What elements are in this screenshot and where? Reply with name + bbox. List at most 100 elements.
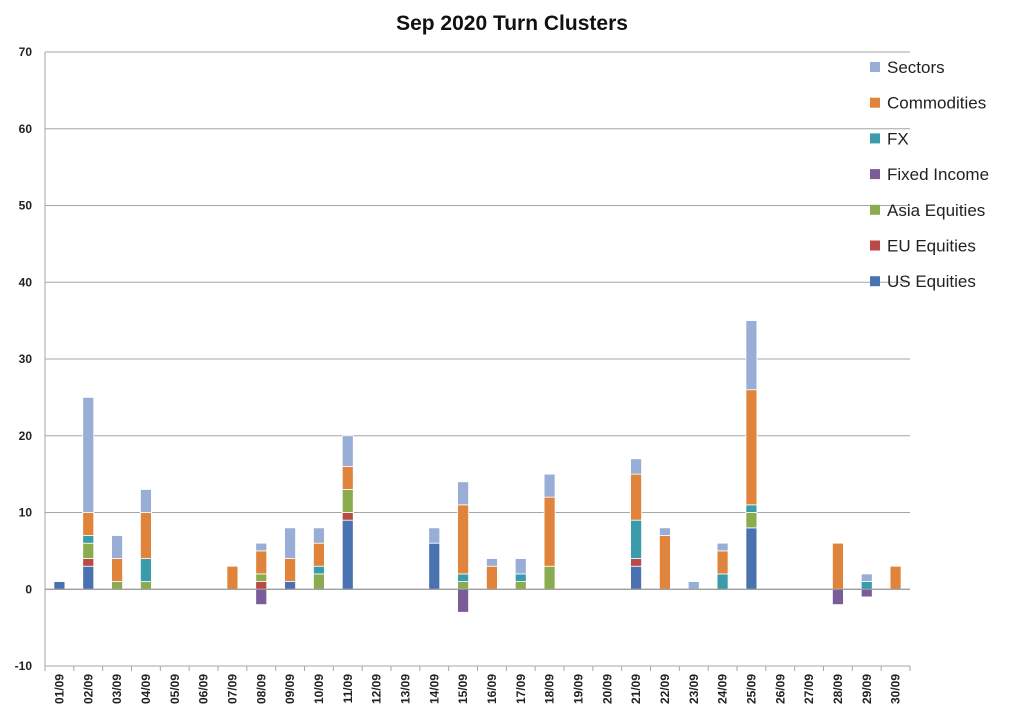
x-tick-label: 22/09: [658, 674, 672, 704]
legend-swatch: [870, 204, 880, 215]
legend: Sectors Commodities FX Fixed Income Asia Equ…: [870, 58, 989, 291]
x-tick-label: 28/09: [831, 674, 845, 704]
bar-segment: [255, 542, 268, 552]
bar-segment: [82, 558, 95, 567]
x-tick-label: 01/09: [52, 674, 66, 704]
x-tick-label: 21/09: [629, 674, 643, 704]
bar-segment: [140, 512, 152, 559]
bar-segment: [255, 588, 268, 606]
bar-segment: [111, 558, 123, 582]
bar-segment: [832, 542, 844, 590]
bar-segment: [341, 435, 354, 467]
legend-label: FX: [887, 129, 909, 148]
bar-segment: [457, 573, 469, 582]
bar-segment: [457, 481, 469, 506]
legend-label: US Equities: [887, 272, 976, 291]
x-tick-label: 17/09: [514, 674, 528, 704]
bar-segment: [284, 558, 296, 582]
x-tick-label: 13/09: [398, 674, 412, 704]
bar-segment: [659, 527, 671, 536]
x-tick-label: 12/09: [370, 674, 384, 704]
bar-segment: [226, 565, 239, 590]
y-tick-label: 0: [25, 582, 32, 596]
legend-swatch: [870, 62, 880, 72]
legend-swatch: [870, 276, 880, 287]
bar-segment: [860, 588, 873, 598]
bar-segment: [514, 581, 527, 590]
bar-segment: [313, 542, 325, 567]
bar-segment: [745, 527, 758, 590]
x-tick-label: 05/09: [168, 674, 182, 704]
bar-segment: [284, 527, 296, 559]
bar-segment: [82, 396, 95, 513]
bar-segment: [82, 565, 95, 590]
bar-segment: [82, 512, 95, 536]
bar-segment: [630, 519, 642, 559]
bar-segment: [716, 542, 729, 552]
legend-label: Asia Equities: [887, 201, 985, 220]
bar-segment: [111, 535, 123, 559]
y-tick-label: 50: [19, 199, 33, 213]
bar-segment: [514, 558, 527, 575]
x-tick-label: 24/09: [716, 674, 730, 704]
bar-segment: [860, 581, 873, 590]
y-tick-label: 10: [19, 506, 33, 520]
bar-segment: [457, 581, 469, 590]
bar-segment: [341, 489, 354, 513]
legend-label: EU Equities: [887, 237, 976, 256]
y-tick-label: 20: [19, 429, 33, 443]
x-tick-label: 26/09: [773, 674, 787, 704]
bar-segment: [140, 558, 152, 582]
y-tick-label: 40: [19, 275, 33, 289]
y-axis: -10 0 10 20 30 40 50 60 70: [15, 45, 46, 673]
x-tick-label: 08/09: [254, 674, 268, 704]
x-tick-label: 11/09: [341, 674, 355, 704]
bar-segment: [630, 473, 642, 521]
x-tick-label: 30/09: [889, 674, 903, 704]
x-tick-label: 07/09: [225, 674, 239, 704]
y-tick-label: 70: [19, 45, 33, 59]
bar-segment: [860, 573, 873, 582]
bars: [45, 320, 910, 613]
x-tick-label: 02/09: [81, 674, 95, 704]
x-tick-label: 23/09: [687, 674, 701, 704]
bar-segment: [543, 473, 556, 498]
x-tick-label: 03/09: [110, 674, 124, 704]
x-tick-label: 16/09: [485, 674, 499, 704]
x-tick-label: 19/09: [571, 674, 585, 704]
bar-segment: [255, 581, 268, 590]
chart-title: Sep 2020 Turn Clusters: [396, 12, 628, 35]
bar-segment: [543, 496, 556, 567]
bar-segment: [284, 581, 296, 590]
x-tick-label: 10/09: [312, 674, 326, 704]
bar-segment: [659, 535, 671, 590]
bar-segment: [111, 581, 123, 590]
x-tick-label: 27/09: [802, 674, 816, 704]
x-tick-label: 25/09: [744, 674, 758, 704]
bar-segment: [486, 565, 498, 590]
x-tick-label: 06/09: [197, 674, 211, 704]
bar-segment: [745, 512, 758, 529]
bar-segment: [716, 550, 729, 575]
legend-label: Commodities: [887, 94, 986, 113]
bar-segment: [716, 573, 729, 590]
bar-segment: [514, 573, 527, 582]
x-tick-label: 18/09: [543, 674, 557, 704]
bar-segment: [341, 466, 354, 490]
bar-segment: [745, 504, 758, 513]
bar-segment: [687, 581, 700, 590]
y-tick-label: 30: [19, 352, 33, 366]
bar-segment: [486, 558, 498, 567]
bar-segment: [313, 573, 325, 590]
bar-segment: [53, 581, 66, 590]
legend-swatch: [870, 97, 880, 108]
x-tick-label: 29/09: [860, 674, 874, 704]
bar-segment: [255, 573, 268, 582]
legend-swatch: [870, 133, 880, 144]
y-tick-label: 60: [19, 122, 33, 136]
bar-segment: [140, 489, 152, 513]
bar-segment: [832, 588, 844, 606]
legend-label: Fixed Income: [887, 165, 989, 184]
legend-swatch: [870, 169, 880, 180]
